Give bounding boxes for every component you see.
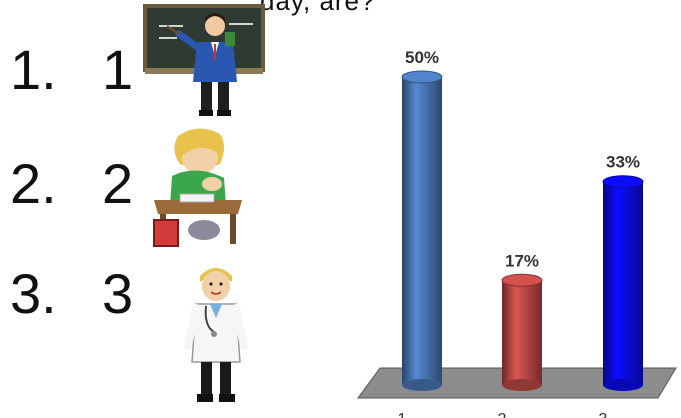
student-at-desk-icon <box>153 128 242 247</box>
bar-body <box>603 181 643 385</box>
bar-cap <box>602 175 644 189</box>
chart-bars <box>401 70 644 391</box>
bar-base <box>402 379 442 391</box>
bar-3 <box>602 175 644 391</box>
bar-2 <box>501 273 543 391</box>
bar-chart: 50% 17% 33% 1 2 3 <box>357 48 677 418</box>
chart-x-ticks: 1 2 3 <box>398 411 608 418</box>
bar-cap <box>501 273 543 287</box>
option-label: 2 <box>102 152 134 215</box>
option-row-3: 3. 3 <box>10 266 133 322</box>
bar-cap <box>401 70 443 84</box>
option-row-1: 1. 1 <box>10 42 133 98</box>
chart-data-labels: 50% 17% 33% <box>405 48 640 270</box>
x-tick-3: 3 <box>599 411 608 418</box>
x-tick-1: 1 <box>398 411 407 418</box>
bar-1 <box>401 70 443 391</box>
option-row-2: 2. 2 <box>10 156 133 212</box>
bar-body <box>402 77 442 385</box>
option-label: 3 <box>102 262 134 325</box>
x-tick-2: 2 <box>498 411 507 418</box>
slide-title-fragment: day, are? <box>260 0 376 16</box>
option-label: 1 <box>102 38 134 101</box>
data-label-3: 33% <box>606 153 640 172</box>
option-number: 1. <box>10 38 57 101</box>
bar-base <box>603 379 643 391</box>
data-label-1: 50% <box>405 48 439 67</box>
option-number: 2. <box>10 152 57 215</box>
bar-body <box>502 280 542 385</box>
option-number: 3. <box>10 262 57 325</box>
teacher-at-blackboard-icon <box>143 4 265 116</box>
data-label-2: 17% <box>505 251 539 270</box>
doctor-icon <box>184 268 248 402</box>
bar-base <box>502 379 542 391</box>
